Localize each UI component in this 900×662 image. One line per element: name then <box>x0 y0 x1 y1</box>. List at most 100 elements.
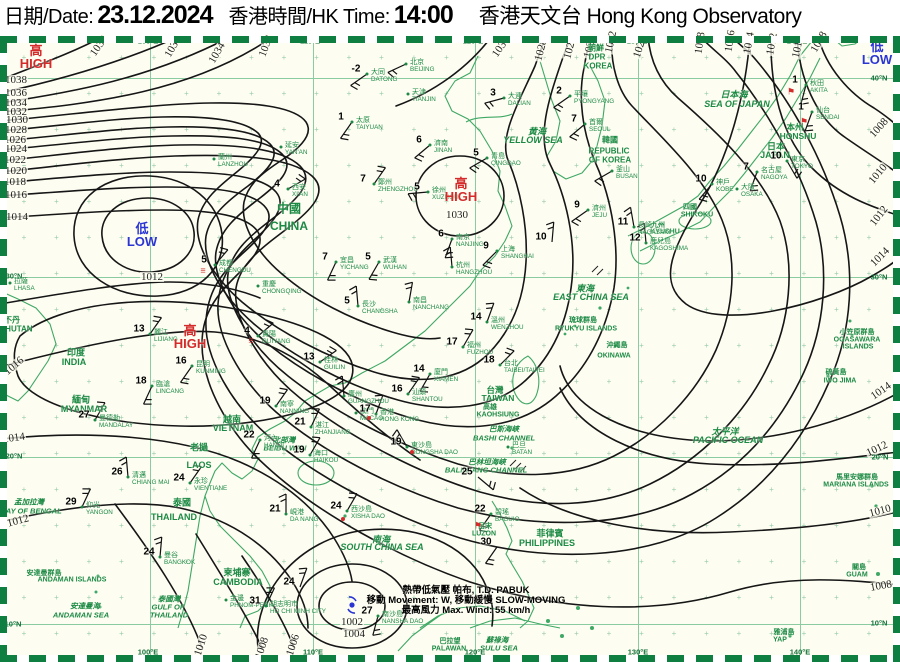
grid-tick: + <box>249 125 254 134</box>
grid-tick: + <box>736 629 742 638</box>
grid-tick: + <box>411 125 417 134</box>
grid-tick: + <box>866 485 872 494</box>
grid-tick: + <box>736 53 742 62</box>
station-dot <box>785 159 789 163</box>
grid-tick: + <box>184 521 189 530</box>
isobar-value-label: 1002 <box>340 616 364 628</box>
wind-barb <box>411 375 420 379</box>
station-name-en: HONG KONG <box>380 416 420 423</box>
station-name: 臨滄 LINCANG <box>156 381 184 395</box>
place-label: EAST CHINA SEA <box>553 292 629 302</box>
wind-barb <box>698 198 708 202</box>
grid-tick: + <box>216 557 222 566</box>
grid-tick: + <box>444 377 449 386</box>
grid-tick: + <box>639 305 644 314</box>
grid-tick: + <box>834 485 839 494</box>
red-flag-icon: ⚑ <box>786 86 796 97</box>
grid-tick: + <box>866 521 872 530</box>
station-name-cn: 麗江 <box>154 329 168 336</box>
place-label: THAILAND <box>149 610 189 620</box>
wind-barb <box>414 157 423 162</box>
place-label: DPR <box>588 52 606 62</box>
station-name-cn: 金邊 <box>230 595 244 602</box>
station-name-cn: 台北 <box>504 360 518 367</box>
station-name-en: SHANGHAI <box>501 253 534 260</box>
place-label: RYUKYU ISLANDS <box>555 325 617 333</box>
station-dot <box>498 363 502 367</box>
wind-barb <box>485 302 494 305</box>
wind-barb <box>153 315 162 319</box>
station-name-cn: 南昌 <box>413 297 427 304</box>
grid-tick: + <box>411 197 417 206</box>
station-name-cn: 臨滄 <box>156 381 170 388</box>
grid-meridian <box>800 43 801 655</box>
wind-barb <box>489 101 494 107</box>
station-dot <box>583 122 587 126</box>
station-name: 福州 FUZHOU <box>467 342 493 356</box>
grid-tick: + <box>801 377 807 386</box>
grid-tick: + <box>184 197 189 206</box>
station-name-cn: 胡志明市 <box>270 601 298 608</box>
grid-tick: + <box>281 485 287 494</box>
station-name-cn: 南京 <box>456 234 470 241</box>
grid-tick: + <box>736 593 742 602</box>
station-name: 徐州 XUZHOU <box>432 187 459 201</box>
station-dot <box>148 332 152 336</box>
grid-tick: + <box>216 377 222 386</box>
station-name-en: JINAN <box>434 147 453 154</box>
grid-tick: + <box>444 413 449 422</box>
grid-tick: + <box>346 449 352 458</box>
station-dot <box>428 372 432 376</box>
wind-barb <box>396 429 408 448</box>
place-label: 安達曼群島 <box>26 570 62 577</box>
grid-tick: + <box>184 557 189 566</box>
place-label: YELLOW SEA <box>503 135 563 145</box>
grid-tick: + <box>606 341 612 350</box>
station-dot <box>286 187 290 191</box>
grid-tick: + <box>509 269 514 278</box>
station-dot <box>485 320 489 324</box>
wind-barb <box>464 328 474 331</box>
wind-barb <box>310 408 320 428</box>
station-name-cn: 永珍 <box>194 478 208 485</box>
grid-tick: + <box>606 269 612 278</box>
map-border-left <box>0 36 7 662</box>
red-dot-mark <box>410 450 414 454</box>
grid-tick: + <box>379 521 384 530</box>
grid-tick: + <box>639 629 644 638</box>
wind-barb <box>280 498 287 503</box>
grid-tick: + <box>411 449 417 458</box>
grid-tick: + <box>119 629 124 638</box>
grid-tick: + <box>444 53 449 62</box>
grid-tick: + <box>54 377 59 386</box>
grid-tick: + <box>314 341 319 350</box>
grid-tick: + <box>736 521 742 530</box>
grid-tick: + <box>736 557 742 566</box>
grid-tick: + <box>476 197 482 206</box>
grid-tick: + <box>119 449 124 458</box>
grid-tick: + <box>54 629 59 638</box>
station-name-en: CHANGSHA <box>362 308 398 315</box>
station-name-cn: 鄭州 <box>378 179 392 186</box>
station-name-cn: 蘭州 <box>218 154 232 161</box>
station-name: 南寧 NANNING <box>280 401 309 415</box>
grid-tick: + <box>249 521 254 530</box>
grid-tick: + <box>22 162 27 170</box>
grid-tick: + <box>866 557 872 566</box>
station-name: 台北 TAIBEI/TAIPEI <box>504 360 545 374</box>
grid-tick: + <box>444 161 449 170</box>
grid-tick: + <box>639 557 644 566</box>
station-dot <box>632 225 636 229</box>
wind-barb <box>594 180 602 187</box>
map-canvas[interactable]: + + + + + + + + + + + + + + + + + + + + + + + + + + + + + + + + + + + + + + + +… <box>0 36 900 662</box>
red-weather-symbol: ≡ <box>248 335 254 346</box>
station-dot <box>188 481 192 485</box>
grid-tick: + <box>314 557 319 566</box>
station-dot <box>489 512 493 516</box>
station-name-cn: 福州 <box>467 342 481 349</box>
place-label: KOREA <box>583 61 613 71</box>
wind-barb <box>311 436 321 439</box>
grid-tick: + <box>21 485 27 494</box>
station-name: 天津 TIANJIN <box>412 89 436 103</box>
station-temperature: 17 <box>446 336 458 348</box>
